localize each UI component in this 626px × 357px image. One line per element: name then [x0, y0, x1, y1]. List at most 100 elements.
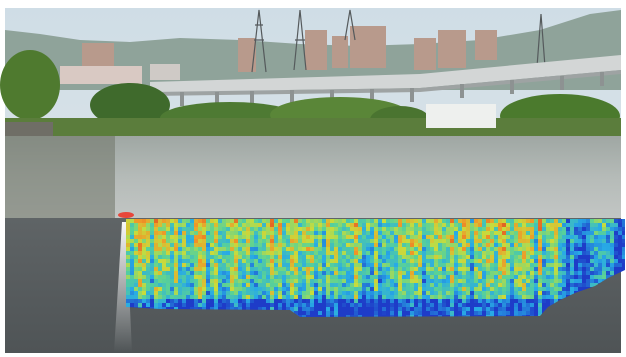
sonar-cell: [486, 223, 490, 227]
white-building: [426, 104, 496, 128]
sonar-cell: [226, 231, 230, 235]
sonar-cell: [506, 299, 510, 303]
sonar-cell: [430, 239, 434, 243]
sonar-cell: [562, 231, 566, 235]
sonar-cell: [622, 283, 625, 287]
sonar-cell: [246, 263, 250, 267]
sonar-cell: [190, 263, 194, 267]
sonar-cell: [162, 227, 166, 231]
sonar-cell: [362, 315, 366, 317]
sonar-cell: [334, 315, 338, 317]
sonar-cell: [242, 283, 246, 287]
sonar-cell: [214, 291, 218, 295]
sonar-cell: [250, 243, 254, 247]
sonar-cell: [494, 287, 498, 291]
sonar-cell: [382, 311, 386, 315]
sonar-cell: [282, 263, 286, 267]
sonar-cell: [382, 291, 386, 295]
sonar-cell: [534, 251, 538, 255]
sonar-cell: [534, 283, 538, 287]
sonar-cell: [342, 231, 346, 235]
sonar-cell: [530, 287, 534, 291]
sonar-cell: [514, 311, 518, 315]
sonar-cell: [450, 307, 454, 311]
sonar-cell: [386, 315, 390, 317]
sonar-cell: [538, 303, 542, 307]
sonar-cell: [622, 247, 625, 251]
sonar-cell: [342, 291, 346, 295]
sonar-cell: [174, 279, 178, 283]
sonar-cell: [310, 251, 314, 255]
sonar-cell: [162, 247, 166, 251]
sonar-cell: [506, 231, 510, 235]
sonar-cell: [586, 271, 590, 275]
sonar-cell: [554, 299, 558, 303]
sonar-cell: [234, 303, 238, 307]
sonar-cell: [450, 283, 454, 287]
sonar-cell: [446, 307, 450, 311]
sonar-cell: [394, 227, 398, 231]
sonar-cell: [382, 247, 386, 251]
sonar-cell: [362, 271, 366, 275]
sonar-cell: [610, 247, 614, 251]
sonar-cell: [554, 295, 558, 299]
sonar-cell: [530, 251, 534, 255]
sonar-cell: [366, 219, 370, 223]
sonar-cell: [174, 243, 178, 247]
sonar-cell: [430, 267, 434, 271]
sonar-cell: [206, 227, 210, 231]
sonar-cell: [414, 275, 418, 279]
sonar-cell: [266, 235, 270, 239]
sonar-cell: [522, 227, 526, 231]
sonar-cell: [282, 255, 286, 259]
sonar-cell: [482, 291, 486, 295]
sonar-cell: [282, 303, 286, 307]
sonar-cell: [342, 243, 346, 247]
sonar-cell: [582, 275, 586, 279]
sonar-cell: [254, 291, 258, 295]
sonar-cell: [390, 227, 394, 231]
sonar-cell: [394, 247, 398, 251]
sonar-cell: [530, 219, 534, 223]
sonar-cell: [418, 311, 422, 315]
sonar-cell: [546, 295, 550, 299]
sonar-cell: [450, 275, 454, 279]
sonar-cell: [358, 279, 362, 283]
sonar-cell: [330, 251, 334, 255]
sonar-cell: [362, 219, 366, 223]
sonar-cell: [454, 287, 458, 291]
sonar-cell: [294, 311, 298, 315]
sonar-cell: [482, 239, 486, 243]
sonar-cell: [170, 239, 174, 243]
sonar-cell: [602, 243, 606, 247]
sonar-cell: [486, 239, 490, 243]
sonar-cell: [310, 275, 314, 279]
sonar-cell: [242, 235, 246, 239]
sonar-cell: [446, 239, 450, 243]
sonar-cell: [374, 235, 378, 239]
sonar-cell: [162, 279, 166, 283]
sonar-cell: [422, 307, 426, 311]
sonar-cell: [502, 315, 506, 317]
sonar-cell: [602, 251, 606, 255]
sonar-cell: [258, 295, 262, 299]
sonar-cell: [126, 271, 130, 275]
sonar-cell: [618, 235, 622, 239]
sonar-cell: [286, 223, 290, 227]
sonar-cell: [146, 303, 150, 307]
sonar-cell: [582, 267, 586, 271]
sonar-cell: [386, 251, 390, 255]
sonar-cell: [338, 287, 342, 291]
sonar-cell: [270, 287, 274, 291]
sonar-cell: [374, 271, 378, 275]
sonar-cell: [390, 223, 394, 227]
sonar-cell: [354, 255, 358, 259]
sonar-cell: [354, 283, 358, 287]
sonar-cell: [462, 283, 466, 287]
sonar-cell: [478, 227, 482, 231]
sonar-cell: [434, 247, 438, 251]
sonar-cell: [130, 263, 134, 267]
sonar-cell: [618, 267, 622, 271]
sonar-cell: [598, 227, 602, 231]
sonar-cell: [270, 299, 274, 303]
